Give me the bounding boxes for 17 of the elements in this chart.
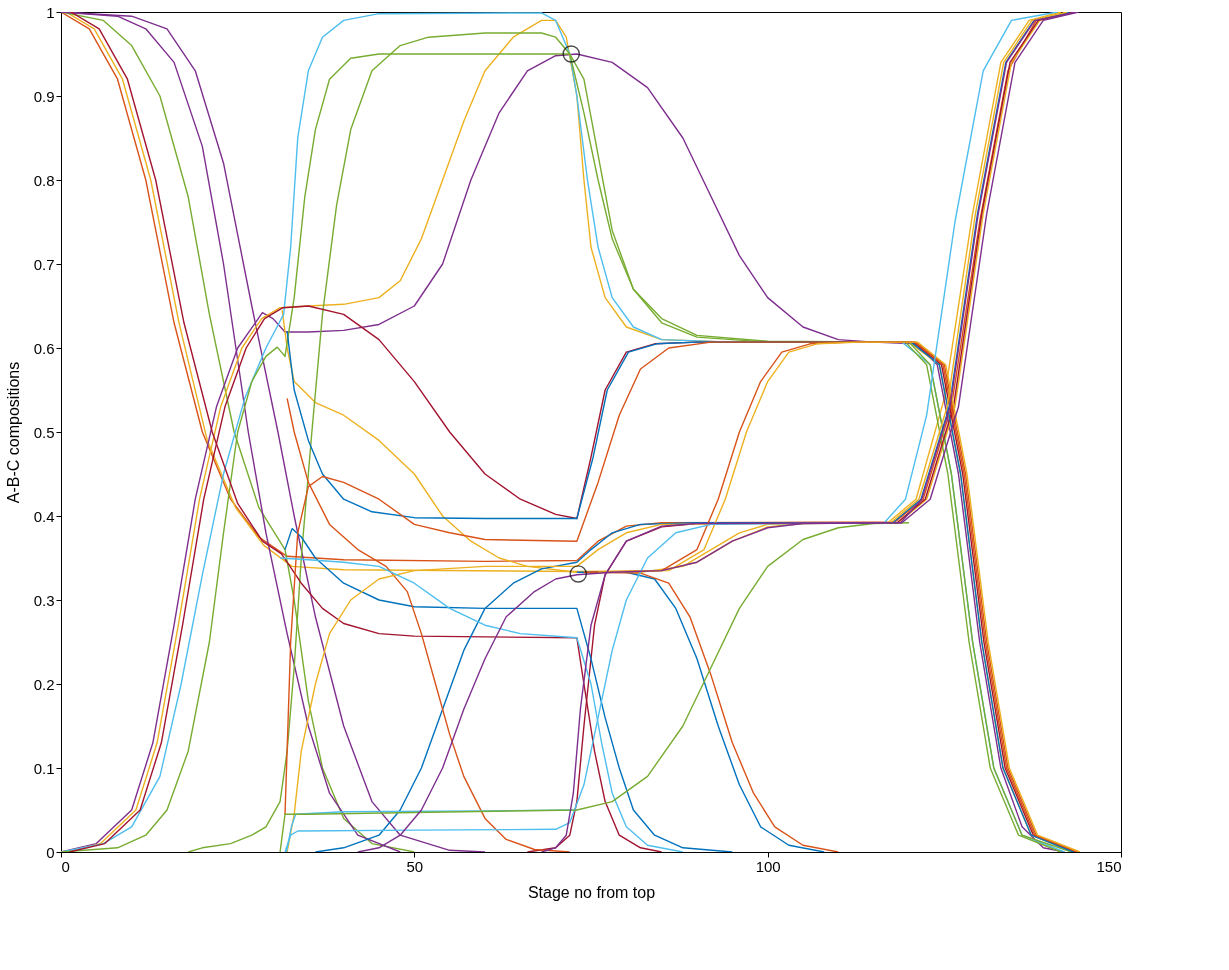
y-tick-label: 0 — [46, 843, 55, 861]
x-tick-label: 100 — [755, 857, 781, 875]
y-tick-label: 0.1 — [33, 759, 55, 777]
y-tick-label: 1 — [46, 3, 55, 21]
y-tick-label: 0.7 — [33, 255, 55, 273]
x-tick-label: 50 — [406, 857, 424, 875]
y-tick-label: 0.6 — [33, 339, 55, 357]
y-tick-label: 0.4 — [33, 507, 55, 525]
y-tick-label: 0.5 — [33, 423, 55, 441]
y-tick-label: 0.3 — [33, 591, 55, 609]
y-axis-title: A-B-C compositions — [4, 361, 22, 504]
y-tick-label: 0.8 — [33, 171, 55, 189]
x-tick-label: 0 — [61, 857, 70, 875]
y-tick-label: 0.9 — [33, 87, 55, 105]
x-tick-label: 150 — [1096, 857, 1122, 875]
y-tick-label: 0.2 — [33, 675, 55, 693]
x-axis-title: Stage no from top — [527, 883, 656, 901]
